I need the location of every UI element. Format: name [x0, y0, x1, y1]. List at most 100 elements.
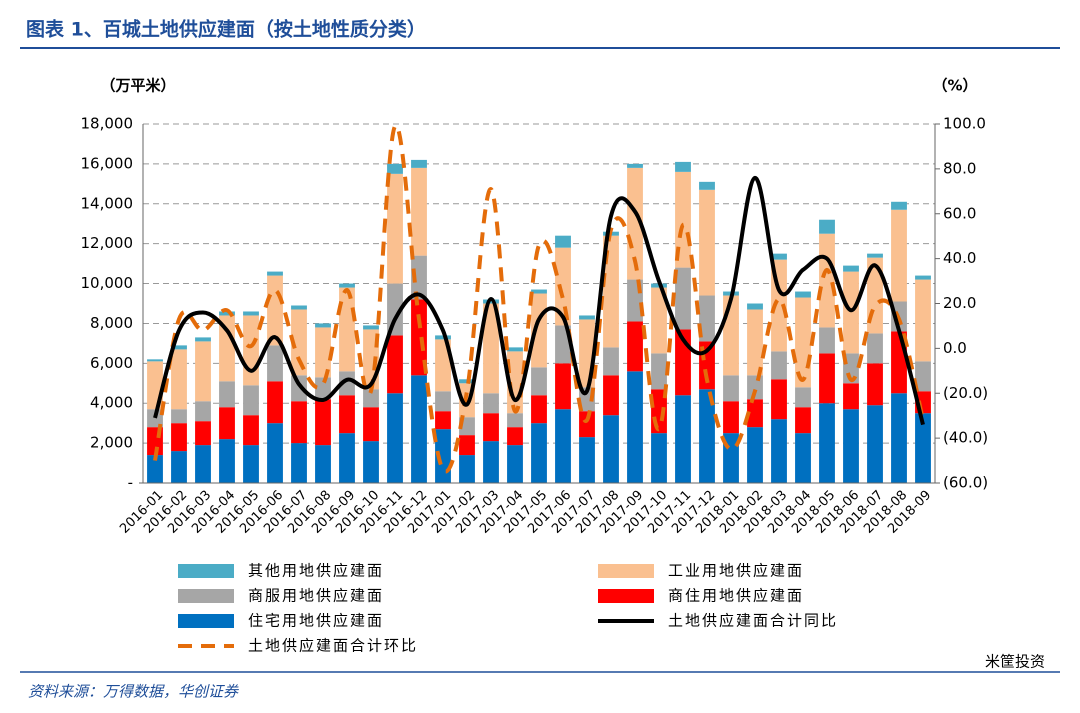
bar [699, 295, 715, 342]
bar [843, 265, 859, 272]
bar [531, 423, 547, 483]
bar [315, 377, 331, 400]
bar [387, 283, 403, 336]
bar [867, 333, 883, 364]
bar [483, 299, 499, 304]
bar [843, 271, 859, 354]
y2-tick-label: 40.0 [943, 249, 976, 267]
bar [291, 309, 307, 376]
bar [867, 405, 883, 483]
bar [627, 163, 643, 168]
y2-tick-label: (20.0) [943, 384, 988, 402]
bar [435, 339, 451, 392]
bar [699, 389, 715, 483]
bar [147, 455, 163, 483]
bar [411, 299, 427, 376]
bar [603, 415, 619, 483]
y2-tick-label: 60.0 [943, 204, 976, 222]
bar [627, 371, 643, 483]
legend-label: 商住用地供应建面 [668, 587, 804, 605]
bar [267, 381, 283, 424]
bar [723, 295, 739, 376]
y-tick-label: 12,000 [81, 234, 134, 252]
bar [243, 311, 259, 316]
bar [651, 353, 667, 390]
legend-label: 工业用地供应建面 [668, 562, 804, 580]
bar [603, 375, 619, 416]
y-tick-label: 4,000 [90, 394, 133, 412]
bar [195, 421, 211, 446]
bar [555, 363, 571, 410]
bar [555, 409, 571, 483]
bar [339, 287, 355, 372]
bar [531, 367, 547, 396]
bar [723, 375, 739, 402]
bar [915, 361, 931, 392]
bar [243, 445, 259, 483]
bar [483, 393, 499, 414]
bar [195, 341, 211, 402]
bar [435, 391, 451, 412]
bar [651, 287, 667, 354]
bar [363, 441, 379, 483]
bar [699, 181, 715, 190]
y-tick-label: 14,000 [81, 194, 134, 212]
bar [795, 291, 811, 298]
bar [195, 337, 211, 342]
legend-swatch [598, 564, 654, 578]
line-series [153, 123, 925, 474]
bar [747, 427, 763, 483]
bar [891, 209, 907, 302]
legend-label: 土地供应建面合计同比 [668, 612, 838, 630]
bar [531, 395, 547, 424]
bar [315, 327, 331, 378]
bar [195, 401, 211, 422]
y-tick-label: 18,000 [81, 115, 134, 133]
bar [867, 253, 883, 258]
bar [747, 375, 763, 400]
bar [291, 443, 307, 483]
bar [603, 235, 619, 348]
legend-label: 其他用地供应建面 [248, 562, 384, 580]
y2-tick-label: 100.0 [943, 115, 986, 133]
y-tick-label: 8,000 [90, 314, 133, 332]
y-tick-label: 2,000 [90, 434, 133, 452]
bar [339, 433, 355, 483]
bar [627, 321, 643, 372]
bar [219, 381, 235, 408]
bar [579, 437, 595, 483]
legend-swatch [178, 564, 234, 578]
watermark: 米筐投资 [985, 653, 1045, 671]
bar [387, 163, 403, 174]
bar [387, 335, 403, 394]
y2-tick-label: 20.0 [943, 294, 976, 312]
bar [627, 167, 643, 280]
bar [819, 233, 835, 328]
bar [291, 375, 307, 402]
bar [651, 433, 667, 483]
bar [675, 267, 691, 330]
bar [747, 309, 763, 376]
bar [339, 371, 355, 396]
bar [819, 219, 835, 234]
bar [819, 327, 835, 354]
legend-swatch [598, 589, 654, 603]
y-tick-label: 16,000 [81, 154, 134, 172]
bar [675, 161, 691, 172]
bar [771, 379, 787, 420]
y2-tick-label: 0.0 [943, 339, 967, 357]
bar [171, 409, 187, 424]
y-tick-label: 10,000 [81, 274, 134, 292]
bar [363, 407, 379, 442]
bar [483, 413, 499, 442]
bar [843, 383, 859, 410]
y-axis-label: （万平米） [100, 77, 175, 95]
legend-label: 土地供应建面合计环比 [248, 637, 418, 655]
legend-swatch [178, 614, 234, 628]
bar [387, 173, 403, 284]
bar [219, 407, 235, 440]
bar [267, 345, 283, 382]
bar [891, 201, 907, 210]
bar [219, 439, 235, 483]
bar [435, 411, 451, 430]
